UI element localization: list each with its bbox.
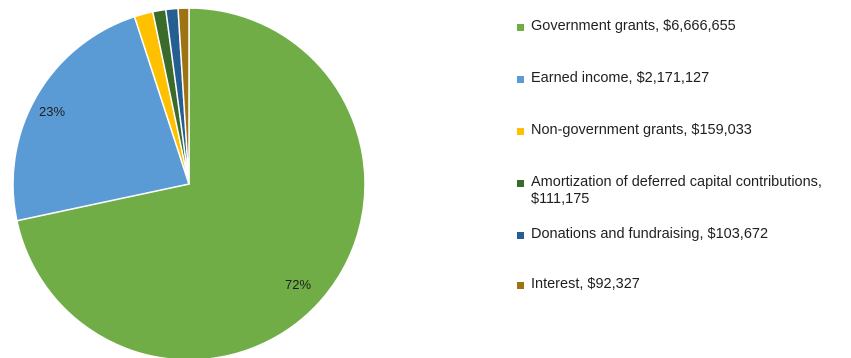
- legend-label-5: Interest, $92,327: [531, 276, 640, 292]
- legend-item-0: Government grants, $6,666,655: [517, 18, 847, 35]
- legend-label-0: Government grants, $6,666,655: [531, 18, 736, 34]
- pie-slice-1: [12, 15, 190, 222]
- legend-label-1: Earned income, $2,171,127: [531, 70, 710, 86]
- legend-item-2: Non-government grants, $159,033: [517, 122, 847, 139]
- legend-item-1: Earned income, $2,171,127: [517, 70, 847, 87]
- pie-slice-0: [15, 7, 366, 358]
- legend-swatch-4: [517, 232, 524, 239]
- pie-percent-labels: 72% 23%: [39, 104, 311, 292]
- legend-item-4: Donations and fundraising, $103,672: [517, 226, 847, 243]
- legend-label-2: Non-government grants, $159,033: [531, 122, 752, 138]
- legend-label-4: Donations and fundraising, $103,672: [531, 226, 769, 242]
- legend-swatch-5: [517, 282, 524, 289]
- pie-slices: [12, 7, 366, 358]
- legend-swatch-3: [517, 180, 524, 187]
- pie-percent-label-0: 72%: [285, 277, 311, 292]
- legend-swatch-2: [517, 128, 524, 135]
- legend-swatch-1: [517, 76, 524, 83]
- legend-swatch-0: [517, 24, 524, 31]
- pie-percent-label-1: 23%: [39, 104, 65, 119]
- pie-slice-5: [177, 7, 190, 185]
- legend-item-5: Interest, $92,327: [517, 276, 847, 293]
- legend-item-3: Amortization of deferred capital contrib…: [517, 174, 847, 208]
- legend-label-3: Amortization of deferred capital contrib…: [531, 174, 822, 207]
